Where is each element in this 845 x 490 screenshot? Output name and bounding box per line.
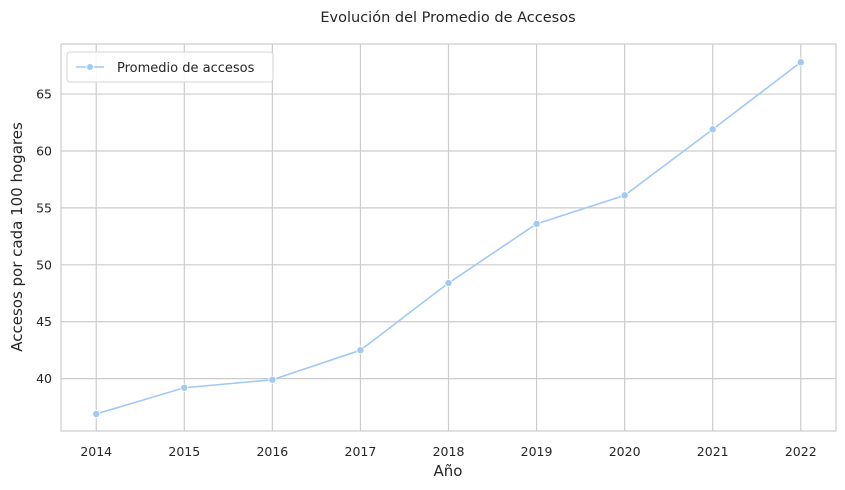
- y-tick-label: 40: [36, 371, 52, 386]
- x-tick-label: 2015: [168, 444, 200, 459]
- data-point: [708, 125, 717, 134]
- x-tick-label: 2022: [785, 444, 817, 459]
- plot-area-frame: [60, 43, 837, 432]
- y-tick-label: 60: [36, 143, 52, 158]
- data-point: [92, 409, 101, 418]
- x-tick-label: 2017: [345, 444, 377, 459]
- data-point: [620, 191, 629, 200]
- y-axis-tick-labels: 40 45 50 55 60 65: [36, 87, 52, 387]
- data-point: [796, 58, 805, 67]
- chart-title: Evolución del Promedio de Accesos: [320, 10, 575, 26]
- x-tick-label: 2018: [433, 444, 465, 459]
- data-point: [532, 219, 541, 228]
- legend-point-marker: [86, 63, 94, 71]
- y-tick-label: 65: [36, 87, 52, 102]
- y-axis-title: Accesos por cada 100 hogares: [8, 122, 26, 352]
- y-tick-label: 50: [36, 257, 52, 272]
- x-tick-label: 2020: [609, 444, 641, 459]
- x-tick-label: 2016: [256, 444, 288, 459]
- x-axis-tick-labels: 2014 2015 2016 2017 2018 2019 2020 2021 2022: [80, 444, 816, 459]
- y-tick-label: 45: [36, 314, 52, 329]
- x-tick-label: 2021: [697, 444, 729, 459]
- data-point: [180, 383, 189, 392]
- grid-lines: [61, 44, 836, 431]
- y-tick-label: 55: [36, 200, 52, 215]
- legend: Promedio de accesos: [66, 51, 274, 83]
- legend-label: Promedio de accesos: [117, 61, 255, 76]
- x-axis-title: Año: [434, 462, 463, 480]
- data-point: [444, 279, 453, 288]
- x-tick-label: 2014: [80, 444, 112, 459]
- series-group: [92, 58, 805, 418]
- legend-box: [66, 51, 274, 83]
- x-tick-label: 2019: [521, 444, 553, 459]
- data-point: [356, 346, 365, 355]
- data-point: [268, 375, 277, 384]
